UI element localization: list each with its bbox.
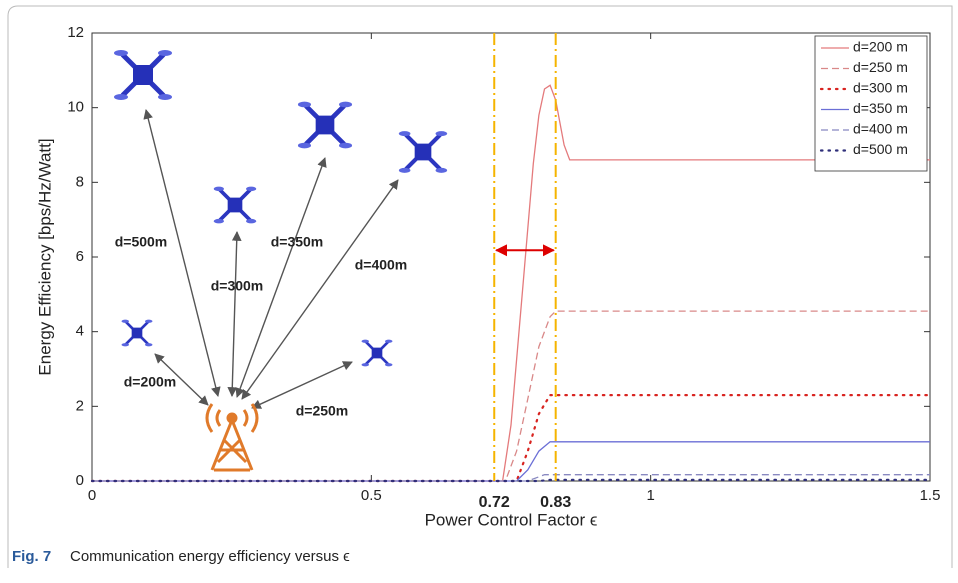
series-line — [90, 478, 932, 483]
distance-label: d=300m — [211, 278, 264, 294]
y-tick-label: 4 — [76, 323, 84, 340]
legend-label: d=300 m — [853, 80, 908, 96]
legend: d=200 m d=250 m d=300 m d=350 m d=400 m d=500… — [814, 35, 928, 172]
x-tick-label: 1 — [646, 487, 654, 504]
y-tick-label: 6 — [76, 248, 84, 265]
figure-frame — [7, 5, 953, 568]
caption-label: Fig. 7 — [12, 548, 51, 565]
distance-arrows — [143, 109, 399, 409]
y-tick-label: 10 — [67, 99, 84, 116]
legend-label: d=500 m — [853, 141, 908, 157]
y-tick-label: 0 — [76, 472, 84, 489]
legend-label: d=350 m — [853, 100, 908, 116]
caption: Communication energy efficiency versus ϵ — [70, 548, 350, 565]
vertical-line-label: 0.83 — [540, 494, 571, 511]
x-tick-label: 0.5 — [361, 487, 382, 504]
y-tick-label: 2 — [76, 397, 84, 414]
distance-label: d=200m — [124, 374, 177, 390]
legend-box — [814, 35, 928, 172]
distance-label: d=350m — [271, 234, 324, 250]
x-tick-label: 0 — [88, 487, 96, 504]
x-axis-label: Power Control Factor ϵ — [425, 510, 598, 529]
legend-label: d=200 m — [853, 39, 908, 55]
y-tick-label: 12 — [67, 24, 84, 41]
y-axis-label: Energy Efficiency [bps/Hz/Watt] — [35, 138, 54, 375]
series-line — [92, 84, 930, 482]
legend-label: d=400 m — [853, 121, 908, 137]
y-tick-label: 8 — [76, 173, 84, 190]
distance-label: d=250m — [296, 403, 349, 419]
distance-label: d=500m — [115, 234, 168, 250]
x-tick-label: 1.5 — [920, 487, 941, 504]
series-line — [92, 310, 930, 482]
illustration — [114, 50, 447, 472]
distance-label: d=400m — [355, 257, 408, 273]
series-line — [92, 474, 930, 482]
vertical-line-label: 0.72 — [479, 494, 510, 511]
tower — [205, 403, 259, 472]
legend-label: d=250 m — [853, 59, 908, 75]
